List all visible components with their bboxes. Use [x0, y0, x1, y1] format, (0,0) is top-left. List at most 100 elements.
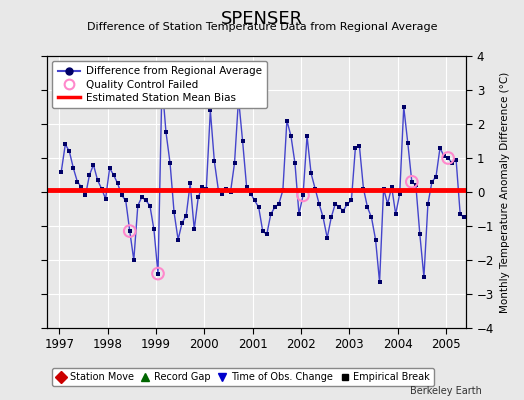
Point	[363, 204, 372, 210]
Point	[57, 168, 66, 175]
Point	[315, 201, 323, 207]
Point	[303, 133, 311, 139]
Point	[85, 172, 94, 178]
Point	[452, 156, 460, 163]
Point	[432, 174, 440, 180]
Point	[412, 182, 420, 188]
Point	[460, 214, 468, 221]
Point	[93, 177, 102, 183]
Point	[134, 202, 142, 209]
Point	[73, 178, 82, 185]
Point	[194, 194, 202, 200]
Point	[448, 160, 456, 166]
Point	[384, 201, 392, 207]
Point	[154, 270, 162, 277]
Point	[114, 180, 122, 187]
Point	[258, 228, 267, 234]
Point	[158, 80, 166, 86]
Point	[331, 201, 340, 207]
Point	[359, 185, 368, 192]
Point	[275, 201, 283, 207]
Point	[295, 211, 303, 217]
Point	[355, 143, 364, 149]
Text: Berkeley Earth: Berkeley Earth	[410, 386, 482, 396]
Point	[226, 189, 235, 195]
Point	[238, 138, 247, 144]
Point	[323, 235, 331, 241]
Point	[436, 144, 444, 151]
Point	[400, 104, 408, 110]
Point	[146, 202, 154, 209]
Point	[162, 129, 170, 136]
Point	[375, 279, 384, 285]
Y-axis label: Monthly Temperature Anomaly Difference (°C): Monthly Temperature Anomaly Difference (…	[500, 71, 510, 313]
Point	[416, 231, 424, 238]
Point	[190, 226, 199, 232]
Point	[396, 190, 404, 197]
Point	[246, 190, 255, 197]
Point	[391, 211, 400, 217]
Point	[234, 95, 243, 102]
Point	[89, 162, 97, 168]
Legend: Station Move, Record Gap, Time of Obs. Change, Empirical Break: Station Move, Record Gap, Time of Obs. C…	[52, 368, 434, 386]
Point	[267, 211, 275, 217]
Point	[343, 201, 352, 207]
Point	[424, 201, 432, 207]
Point	[206, 107, 214, 114]
Point	[182, 212, 190, 219]
Point	[428, 178, 436, 185]
Point	[234, 95, 243, 102]
Point	[307, 170, 315, 176]
Point	[319, 214, 328, 221]
Point	[335, 204, 344, 210]
Point	[198, 184, 206, 190]
Point	[347, 197, 356, 204]
Point	[372, 236, 380, 243]
Point	[186, 180, 194, 187]
Point	[110, 172, 118, 178]
Point	[202, 185, 211, 192]
Point	[210, 158, 219, 165]
Point	[129, 257, 138, 263]
Point	[408, 178, 416, 185]
Point	[351, 144, 359, 151]
Point	[279, 187, 287, 194]
Point	[444, 155, 452, 161]
Point	[311, 185, 319, 192]
Point	[255, 204, 263, 210]
Text: Difference of Station Temperature Data from Regional Average: Difference of Station Temperature Data f…	[87, 22, 437, 32]
Point	[214, 187, 223, 194]
Point	[250, 197, 259, 204]
Point	[117, 192, 126, 198]
Point	[299, 192, 307, 198]
Point	[379, 185, 388, 192]
Point	[97, 185, 106, 192]
Point	[387, 184, 396, 190]
Point	[456, 211, 464, 217]
Point	[126, 228, 134, 234]
Point	[138, 194, 146, 200]
Point	[126, 228, 134, 234]
Point	[166, 160, 174, 166]
Point	[141, 197, 150, 204]
Text: SPENSER: SPENSER	[221, 10, 303, 28]
Point	[150, 226, 158, 232]
Point	[444, 155, 452, 161]
Point	[222, 185, 231, 192]
Point	[61, 141, 70, 148]
Point	[367, 214, 376, 221]
Point	[299, 192, 307, 198]
Point	[101, 196, 110, 202]
Point	[154, 270, 162, 277]
Point	[263, 231, 271, 238]
Point	[65, 148, 73, 154]
Point	[81, 192, 90, 198]
Point	[174, 236, 182, 243]
Point	[69, 165, 78, 171]
Point	[339, 208, 347, 214]
Point	[122, 197, 130, 204]
Point	[170, 209, 178, 216]
Point	[218, 190, 226, 197]
Point	[178, 219, 187, 226]
Point	[291, 160, 299, 166]
